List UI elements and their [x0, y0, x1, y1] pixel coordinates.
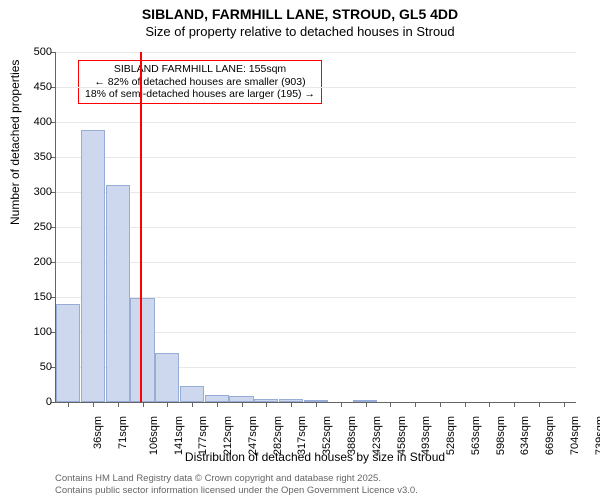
- y-tick-label: 50: [18, 361, 56, 373]
- x-tick-mark: [366, 402, 367, 407]
- gridline: [56, 227, 576, 228]
- x-tick-mark: [415, 402, 416, 407]
- x-tick-label: 634sqm: [519, 413, 531, 455]
- x-tick-mark: [118, 402, 119, 407]
- y-tick-label: 300: [18, 186, 56, 198]
- gridline: [56, 87, 576, 88]
- attribution-footer: Contains HM Land Registry data © Crown c…: [55, 473, 418, 496]
- y-tick-label: 200: [18, 256, 56, 268]
- x-tick-mark: [242, 402, 243, 407]
- footer-line-1: Contains HM Land Registry data © Crown c…: [55, 473, 418, 484]
- x-tick-mark: [465, 402, 466, 407]
- x-tick-label: 423sqm: [371, 413, 383, 455]
- x-tick-label: 704sqm: [569, 413, 581, 455]
- x-tick-label: 493sqm: [420, 413, 432, 455]
- histogram-bar: [205, 395, 229, 402]
- x-tick-mark: [514, 402, 515, 407]
- callout-line-1: SIBLAND FARMHILL LANE: 155sqm: [85, 63, 315, 76]
- y-tick-label: 450: [18, 81, 56, 93]
- x-tick-mark: [489, 402, 490, 407]
- x-tick-label: 71sqm: [117, 413, 129, 449]
- gridline: [56, 122, 576, 123]
- property-marker-line: [140, 52, 142, 402]
- x-tick-label: 528sqm: [445, 413, 457, 455]
- y-tick-label: 400: [18, 116, 56, 128]
- gridline: [56, 52, 576, 53]
- x-tick-mark: [167, 402, 168, 407]
- marker-callout: SIBLAND FARMHILL LANE: 155sqm ← 82% of d…: [78, 60, 322, 104]
- x-tick-mark: [440, 402, 441, 407]
- histogram-bar: [56, 304, 80, 402]
- chart-title: SIBLAND, FARMHILL LANE, STROUD, GL5 4DD …: [0, 0, 600, 40]
- y-tick-label: 350: [18, 151, 56, 163]
- x-tick-mark: [341, 402, 342, 407]
- x-tick-mark: [68, 402, 69, 407]
- x-tick-mark: [390, 402, 391, 407]
- y-tick-label: 500: [18, 46, 56, 58]
- gridline: [56, 262, 576, 263]
- x-tick-label: 739sqm: [594, 413, 600, 455]
- title-line-2: Size of property relative to detached ho…: [0, 24, 600, 40]
- x-tick-label: 388sqm: [346, 413, 358, 455]
- x-tick-mark: [291, 402, 292, 407]
- x-tick-label: 36sqm: [92, 413, 104, 449]
- x-tick-label: 669sqm: [544, 413, 556, 455]
- y-tick-label: 250: [18, 221, 56, 233]
- histogram-bar: [180, 386, 204, 402]
- x-tick-mark: [93, 402, 94, 407]
- title-line-1: SIBLAND, FARMHILL LANE, STROUD, GL5 4DD: [0, 6, 600, 24]
- x-tick-label: 282sqm: [272, 413, 284, 455]
- x-tick-label: 141sqm: [173, 413, 185, 455]
- x-tick-mark: [564, 402, 565, 407]
- x-tick-mark: [316, 402, 317, 407]
- x-tick-label: 598sqm: [495, 413, 507, 455]
- x-tick-label: 247sqm: [247, 413, 259, 455]
- x-tick-label: 177sqm: [198, 413, 210, 455]
- histogram-bar: [81, 130, 105, 402]
- x-tick-label: 458sqm: [396, 413, 408, 455]
- x-tick-label: 563sqm: [470, 413, 482, 455]
- y-tick-label: 100: [18, 326, 56, 338]
- x-tick-mark: [266, 402, 267, 407]
- footer-line-2: Contains public sector information licen…: [55, 485, 418, 496]
- gridline: [56, 192, 576, 193]
- y-tick-label: 150: [18, 291, 56, 303]
- gridline: [56, 157, 576, 158]
- x-tick-mark: [217, 402, 218, 407]
- histogram-plot: SIBLAND FARMHILL LANE: 155sqm ← 82% of d…: [55, 52, 576, 403]
- histogram-bar: [106, 185, 130, 402]
- callout-line-3: 18% of semi-detached houses are larger (…: [85, 88, 315, 101]
- x-tick-label: 317sqm: [297, 413, 309, 455]
- histogram-bar: [155, 353, 179, 402]
- x-tick-mark: [539, 402, 540, 407]
- x-tick-label: 106sqm: [148, 413, 160, 455]
- x-tick-mark: [192, 402, 193, 407]
- x-tick-label: 352sqm: [321, 413, 333, 455]
- x-tick-mark: [143, 402, 144, 407]
- x-tick-label: 212sqm: [222, 413, 234, 455]
- y-tick-label: 0: [18, 396, 56, 408]
- x-axis-label: Distribution of detached houses by size …: [55, 450, 575, 464]
- histogram-bar: [130, 298, 154, 402]
